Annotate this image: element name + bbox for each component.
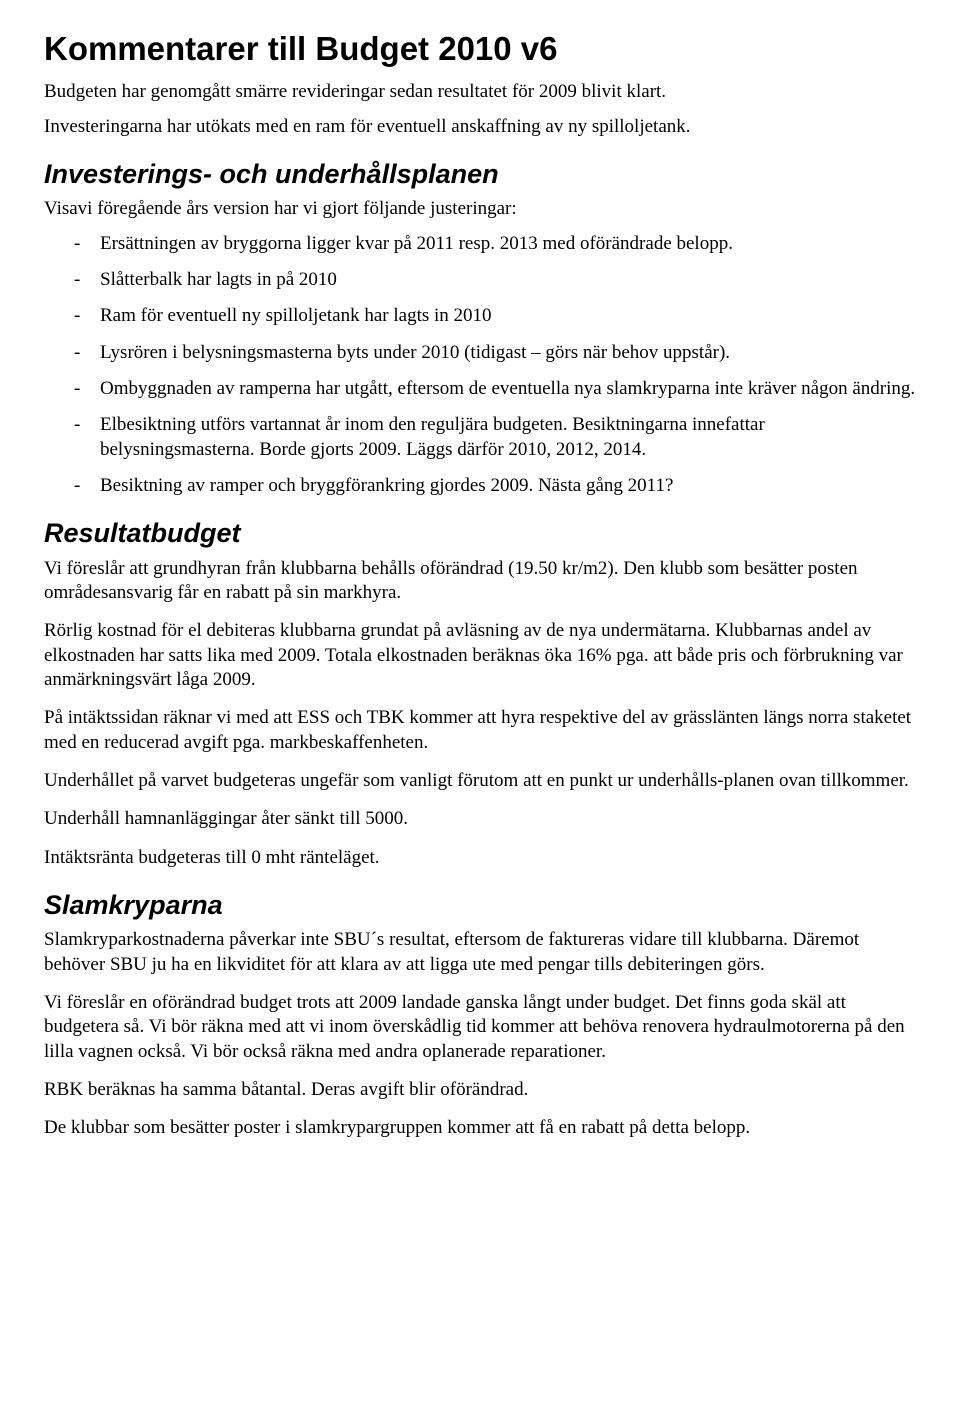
list-item: - Ersättningen av bryggorna ligger kvar …: [44, 232, 916, 256]
dash-icon: -: [44, 413, 90, 437]
dash-icon: -: [44, 377, 90, 401]
dash-icon: -: [44, 268, 90, 292]
document-page: Kommentarer till Budget 2010 v6 Budgeten…: [0, 0, 960, 1195]
list-item: - Slåtterbalk har lagts in på 2010: [44, 268, 916, 292]
document-title: Kommentarer till Budget 2010 v6: [44, 28, 916, 70]
dash-icon: -: [44, 341, 90, 365]
section2-p5: Underhåll hamnanläggingar åter sänkt til…: [44, 807, 916, 831]
list-item-text: Ombyggnaden av ramperna har utgått, efte…: [90, 377, 916, 401]
list-item: - Ram för eventuell ny spilloljetank har…: [44, 304, 916, 328]
section2-p2: Rörlig kostnad för el debiteras klubbarn…: [44, 619, 916, 692]
section3-p1: Slamkryparkostnaderna påverkar inte SBU´…: [44, 928, 916, 977]
list-item: - Besiktning av ramper och bryggförankri…: [44, 474, 916, 498]
section-heading-investerings: Investerings- och underhållsplanen: [44, 157, 916, 192]
dash-icon: -: [44, 474, 90, 498]
section2-p1: Vi föreslår att grundhyran från klubbarn…: [44, 557, 916, 606]
dash-icon: -: [44, 304, 90, 328]
section3-p4: De klubbar som besätter poster i slamkry…: [44, 1116, 916, 1140]
list-item: - Ombyggnaden av ramperna har utgått, ef…: [44, 377, 916, 401]
section3-p2: Vi föreslår en oförändrad budget trots a…: [44, 991, 916, 1064]
section3-p3: RBK beräknas ha samma båtantal. Deras av…: [44, 1078, 916, 1102]
list-item-text: Besiktning av ramper och bryggförankring…: [90, 474, 916, 498]
section-heading-slamkryparna: Slamkryparna: [44, 888, 916, 923]
section2-p4: Underhållet på varvet budgeteras ungefär…: [44, 769, 916, 793]
section1-lead: Visavi föregående års version har vi gjo…: [44, 197, 916, 221]
section-heading-resultatbudget: Resultatbudget: [44, 516, 916, 551]
section1-list: - Ersättningen av bryggorna ligger kvar …: [44, 232, 916, 499]
list-item-text: Elbesiktning utförs vartannat år inom de…: [90, 413, 916, 462]
intro-paragraph-1: Budgeten har genomgått smärre revidering…: [44, 80, 916, 104]
section2-p3: På intäktssidan räknar vi med att ESS oc…: [44, 706, 916, 755]
list-item-text: Ram för eventuell ny spilloljetank har l…: [90, 304, 916, 328]
list-item-text: Slåtterbalk har lagts in på 2010: [90, 268, 916, 292]
dash-icon: -: [44, 232, 90, 256]
section2-p6: Intäktsränta budgeteras till 0 mht ränte…: [44, 846, 916, 870]
list-item-text: Ersättningen av bryggorna ligger kvar på…: [90, 232, 916, 256]
list-item: - Lysrören i belysningsmasterna byts und…: [44, 341, 916, 365]
list-item-text: Lysrören i belysningsmasterna byts under…: [90, 341, 916, 365]
list-item: - Elbesiktning utförs vartannat år inom …: [44, 413, 916, 462]
intro-paragraph-2: Investeringarna har utökats med en ram f…: [44, 115, 916, 139]
